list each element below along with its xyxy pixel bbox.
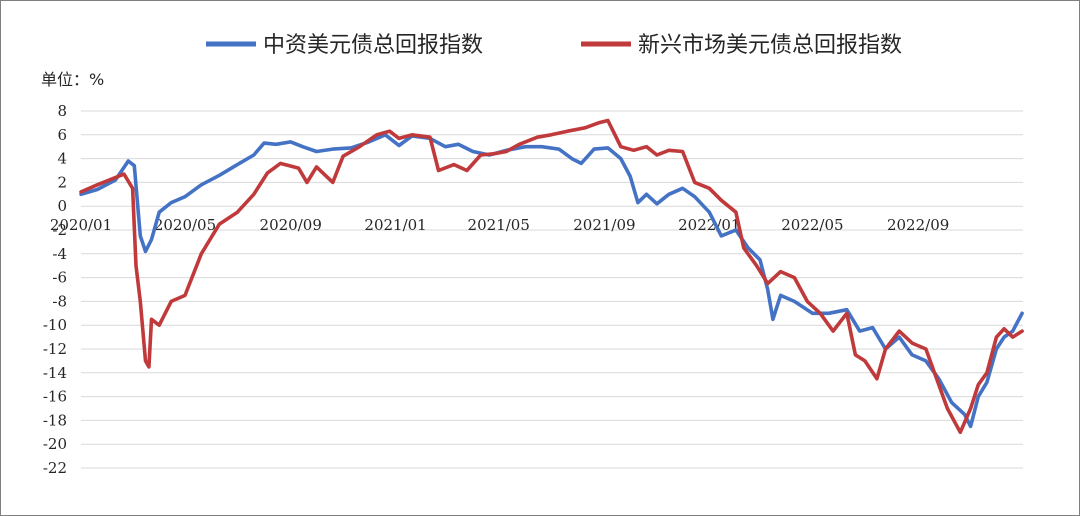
y-tick-label: -20 <box>43 435 67 453</box>
legend-label: 中资美元债总回报指数 <box>263 33 483 58</box>
y-tick-label: -22 <box>43 459 67 477</box>
series-line-em-usd-bond <box>79 118 1024 435</box>
y-tick-label: 4 <box>57 150 67 168</box>
y-tick-label: -14 <box>43 364 67 382</box>
x-tick-label: 2021/05 <box>468 216 530 234</box>
y-tick-label: -4 <box>52 245 67 263</box>
series-line-chinese-usd-bond <box>79 133 1024 429</box>
x-tick-label: 2020/05 <box>154 216 216 234</box>
y-tick-label: -18 <box>43 411 67 429</box>
x-tick-label: 2022/01 <box>678 216 740 234</box>
unit-label: 单位：% <box>41 70 104 89</box>
y-tick-label: 8 <box>57 102 67 120</box>
x-tick-label: 2022/05 <box>781 216 843 234</box>
y-tick-label: -2 <box>52 221 67 239</box>
x-tick-label: 2020/01 <box>50 216 112 234</box>
x-tick-label: 2022/09 <box>887 216 949 234</box>
y-tick-label: -8 <box>52 292 67 310</box>
y-tick-label: -6 <box>52 269 67 287</box>
legend-label: 新兴市场美元债总回报指数 <box>638 33 902 58</box>
y-tick-label: -12 <box>43 340 67 358</box>
x-tick-label: 2021/09 <box>573 216 635 234</box>
x-tick-label: 2021/01 <box>364 216 426 234</box>
y-tick-label: 0 <box>57 197 67 215</box>
x-tick-label: 2020/09 <box>260 216 322 234</box>
y-tick-label: -10 <box>43 316 67 334</box>
y-tick-label: 6 <box>57 126 67 144</box>
y-tick-label: 2 <box>57 173 67 191</box>
y-tick-label: -16 <box>43 388 67 406</box>
